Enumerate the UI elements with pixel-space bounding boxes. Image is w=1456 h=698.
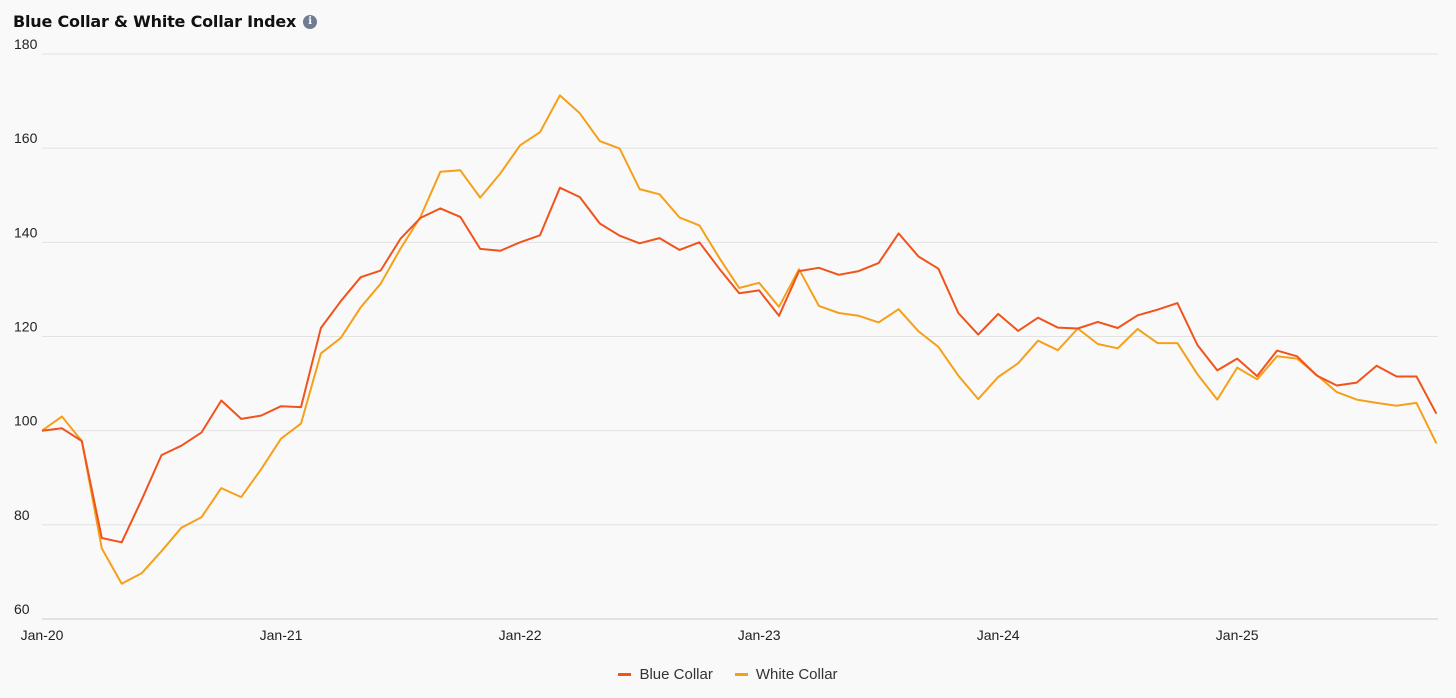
series-line-white-collar[interactable] bbox=[41, 94, 1438, 585]
y-tick-label: 140 bbox=[14, 224, 38, 240]
series-line-blue-collar[interactable] bbox=[41, 186, 1438, 544]
series-lines bbox=[41, 94, 1438, 585]
x-tick-label: Jan-23 bbox=[738, 627, 781, 643]
y-tick-label: 160 bbox=[14, 130, 38, 146]
legend-swatch bbox=[618, 673, 632, 676]
x-tick-label: Jan-24 bbox=[977, 627, 1020, 643]
x-tick-label: Jan-25 bbox=[1216, 627, 1259, 643]
info-icon[interactable]: i bbox=[303, 14, 318, 29]
gridlines bbox=[42, 53, 1438, 620]
legend-item-white-collar[interactable]: White Collar bbox=[734, 666, 838, 683]
x-axis-ticks: Jan-20 Jan-21 Jan-22 Jan-23 Jan-24 Jan-25 bbox=[21, 627, 1259, 643]
x-tick-label: Jan-20 bbox=[21, 627, 64, 643]
y-tick-label: 180 bbox=[14, 36, 38, 52]
legend-item-blue-collar[interactable]: Blue Collar bbox=[618, 666, 713, 683]
y-tick-label: 60 bbox=[14, 601, 30, 617]
y-tick-label: 120 bbox=[14, 319, 38, 335]
legend-label: Blue Collar bbox=[639, 666, 713, 683]
y-axis-ticks: 60 80 100 120 140 160 180 bbox=[14, 36, 38, 617]
legend-label: White Collar bbox=[755, 666, 838, 683]
y-tick-label: 80 bbox=[14, 507, 30, 523]
chart-title: Blue Collar & White Collar Index bbox=[13, 12, 297, 31]
x-tick-label: Jan-21 bbox=[260, 627, 303, 643]
y-tick-label: 100 bbox=[14, 413, 38, 429]
legend-swatch bbox=[734, 673, 748, 676]
chart-title-row: Blue Collar & White Collar Index i bbox=[13, 12, 318, 31]
x-tick-label: Jan-22 bbox=[499, 627, 542, 643]
chart-legend: Blue Collar White Collar bbox=[0, 666, 1456, 683]
